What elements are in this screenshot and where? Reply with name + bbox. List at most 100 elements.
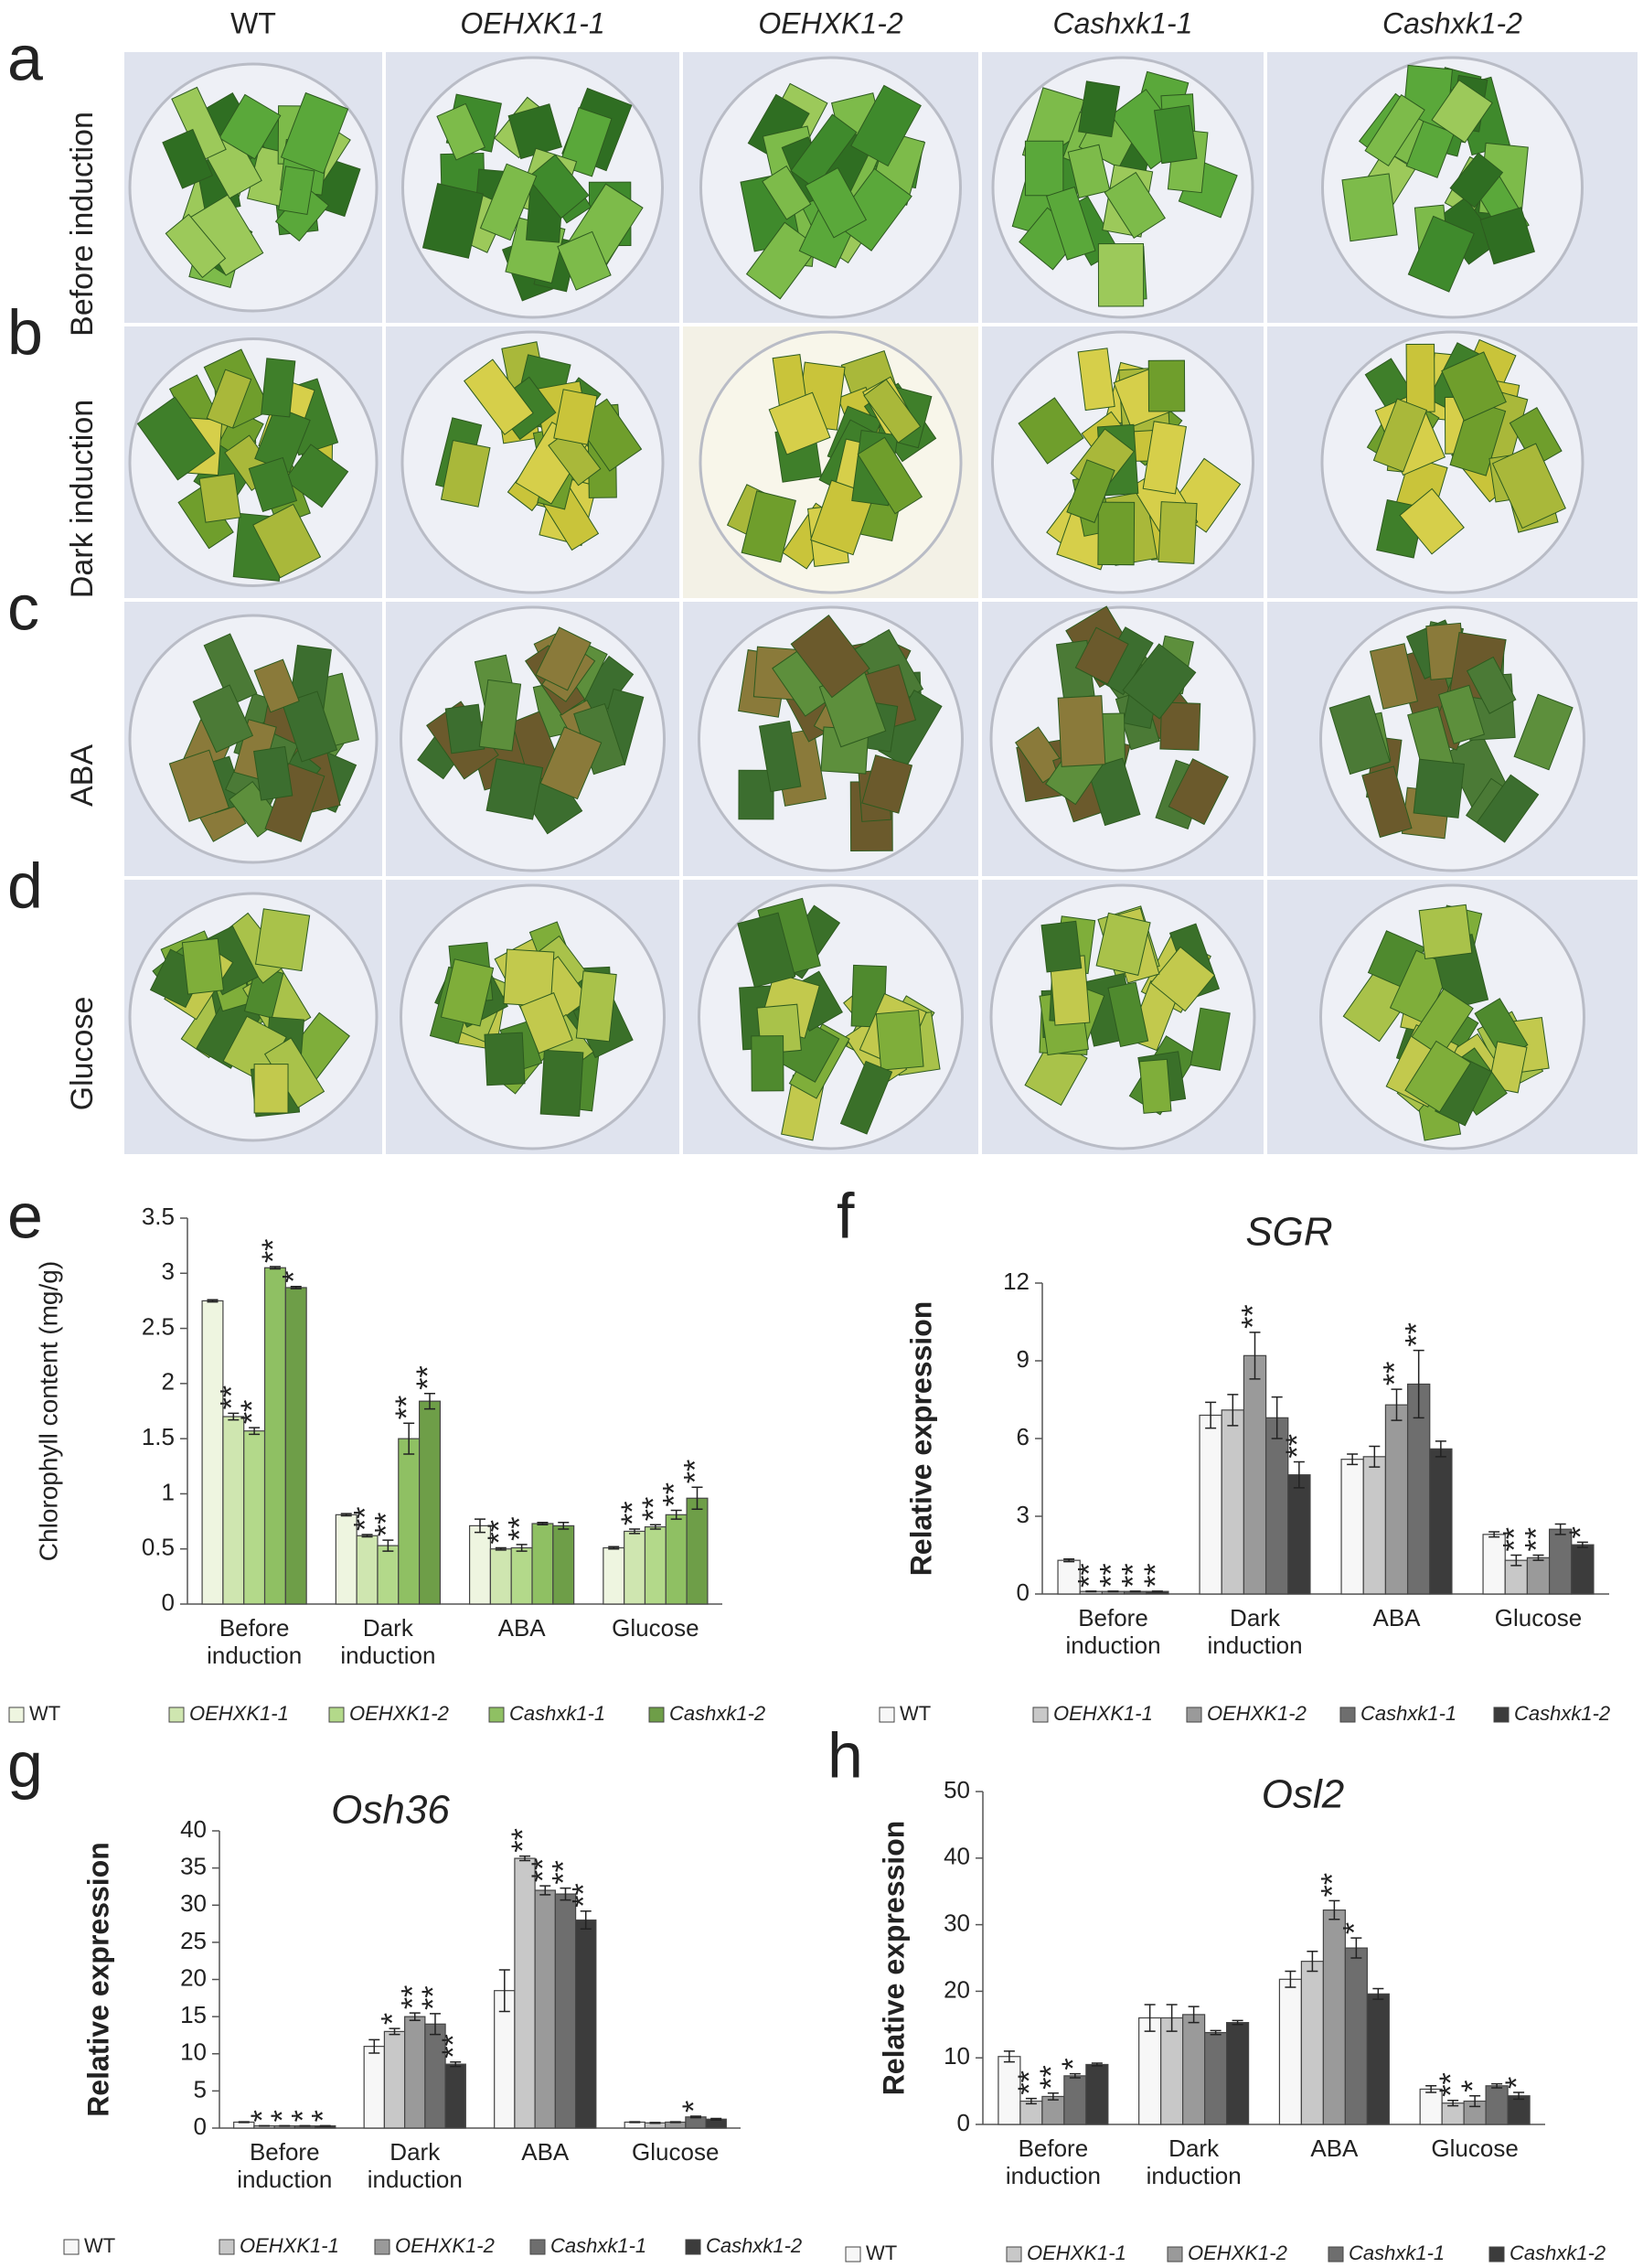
error-bar — [689, 2115, 701, 2119]
y-tick-label: 40 — [180, 1815, 207, 1843]
bar — [1571, 1544, 1595, 1595]
error-bar — [1469, 2094, 1481, 2108]
leaf-segment — [1147, 359, 1186, 412]
bar — [531, 1523, 554, 1605]
significance-mark: ** — [526, 1858, 560, 1882]
leaf-segment — [1399, 487, 1465, 555]
leaf-segment — [1045, 186, 1096, 261]
error-bar — [1554, 1523, 1566, 1535]
x-label-box: ABA — [497, 1615, 546, 1642]
leaf-segment — [1150, 946, 1216, 1012]
leaf-segment — [1067, 144, 1111, 198]
column-header: WT — [230, 6, 276, 39]
leaf-segment — [539, 726, 603, 800]
bar — [222, 1416, 245, 1605]
leaf-segment — [1024, 140, 1064, 197]
error-bar — [1166, 2004, 1178, 2032]
error-bar — [710, 2117, 722, 2121]
error-bar — [1085, 1590, 1097, 1593]
significance-mark: ** — [348, 1507, 383, 1531]
leaf-segment — [768, 391, 831, 455]
row-label: Glucose — [65, 997, 100, 1111]
leaf-segment — [136, 396, 216, 481]
leaf-segment — [1097, 501, 1136, 566]
error-bar — [1232, 2019, 1243, 2026]
bar — [1085, 2063, 1109, 2125]
error-bar — [1491, 2082, 1503, 2089]
leaf-segment — [1138, 1058, 1172, 1114]
panel-label: c — [7, 572, 39, 643]
significance-mark: * — [1499, 2077, 1534, 2089]
leaf-segment — [1438, 684, 1486, 744]
bar — [1406, 1383, 1431, 1595]
leaf-segment — [181, 937, 224, 995]
significance-mark: ** — [389, 1396, 424, 1419]
leaf-segment — [1491, 443, 1566, 530]
error-bar — [361, 1534, 373, 1538]
y-tick-label: 3 — [1017, 1501, 1030, 1528]
y-tick-label: 1.5 — [142, 1423, 175, 1450]
bar — [489, 1548, 512, 1605]
leaf-segment — [162, 128, 214, 189]
legend-swatch — [1186, 1706, 1202, 1723]
leaf-segment — [553, 389, 598, 445]
leaf-segment — [1168, 758, 1229, 826]
leaf-segment — [790, 615, 870, 699]
significance-mark: ** — [411, 1365, 445, 1389]
leaf-segment — [168, 749, 230, 822]
leaf-segment — [758, 720, 802, 793]
bar — [1226, 2022, 1250, 2125]
error-bar — [269, 1266, 281, 1270]
leaf-segment — [248, 456, 298, 513]
bar — [377, 1545, 400, 1605]
legend-label: OEHXK1-1 — [1027, 2241, 1126, 2264]
legend-label: OEHXK1-1 — [240, 2234, 339, 2257]
bar — [1384, 1404, 1409, 1595]
error-bar — [1069, 2072, 1081, 2079]
leaf-segment — [1413, 758, 1465, 818]
leaf-segment — [839, 1060, 893, 1135]
leaf-segment — [1077, 348, 1115, 412]
error-bar — [519, 1855, 531, 1862]
x-tick-label: Dark induction — [1146, 2135, 1242, 2189]
x-tick-label: Dark induction — [1207, 1605, 1303, 1659]
error-bar — [1369, 1445, 1381, 1468]
y-tick-label: 6 — [1017, 1423, 1030, 1450]
error-bar — [1347, 1453, 1359, 1466]
error-bar — [1372, 1987, 1384, 2000]
row-label: Before induction — [65, 112, 100, 337]
bar — [514, 1857, 536, 2129]
x-tick-label: Glucose — [612, 1615, 699, 1642]
leaf-segment — [206, 369, 252, 429]
significance-mark: ** — [636, 1497, 671, 1521]
error-bar — [207, 1299, 219, 1303]
leaf-segment — [1057, 695, 1106, 767]
bar — [1199, 1414, 1222, 1595]
leaf-segment — [1066, 459, 1115, 524]
error-bar — [249, 1427, 261, 1436]
chart-title: SGR — [1245, 1210, 1332, 1255]
bar — [1221, 1409, 1245, 1595]
error-bar — [1227, 1394, 1239, 1427]
panel-label: b — [7, 296, 43, 368]
error-bar — [290, 1286, 302, 1289]
leaf-segment — [1389, 949, 1453, 1025]
x-tick-label: ABA — [497, 1615, 546, 1642]
y-axis-label: Relative expression — [877, 1821, 910, 2096]
error-bar — [1513, 2091, 1525, 2101]
significance-mark: ** — [482, 1520, 517, 1544]
leaf-segment — [1479, 207, 1536, 265]
bar — [1287, 1474, 1311, 1595]
x-label-box: Glucose — [1495, 1605, 1582, 1631]
x-tick-label: Dark induction — [340, 1615, 436, 1669]
x-label-box: Dark induction — [1207, 1605, 1303, 1659]
significance-mark: ** — [1072, 1563, 1106, 1587]
error-bar — [403, 1422, 415, 1455]
chart-title: Osl2 — [1262, 1772, 1344, 1817]
significance-mark: * — [265, 2110, 300, 2122]
leaf-segment — [440, 439, 491, 508]
leaf-segment — [737, 912, 796, 989]
x-label-box: Before induction — [1006, 2135, 1101, 2189]
leaf-segment — [875, 1010, 924, 1071]
